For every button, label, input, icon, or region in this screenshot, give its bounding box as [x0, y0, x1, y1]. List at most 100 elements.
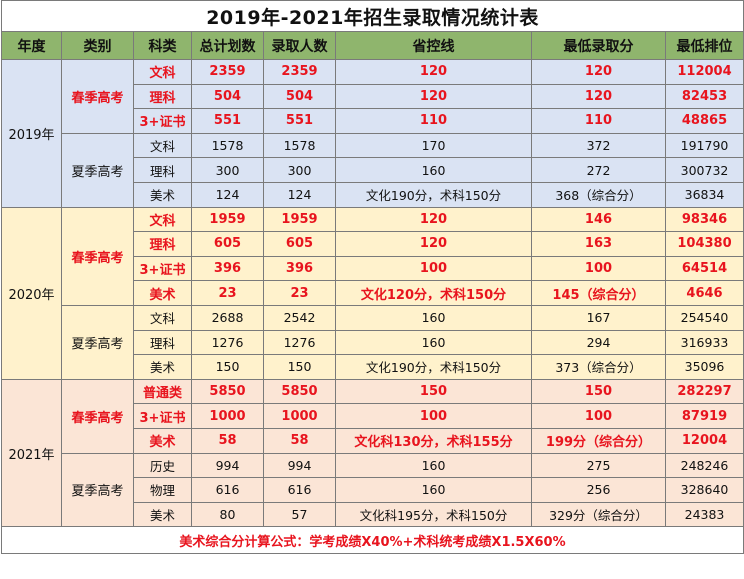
- table-row: 理科 300 300 160 272 300732: [2, 157, 744, 183]
- total-plan-cell: 1276: [191, 329, 264, 356]
- subject-cell: 美术: [133, 181, 192, 208]
- admitted-cell: 994: [263, 452, 336, 479]
- control-line-cell: 160: [335, 157, 532, 183]
- control-line-cell: 120: [335, 59, 532, 85]
- category-cell: 夏季高考: [61, 452, 134, 528]
- subject-cell: 文科: [133, 132, 192, 159]
- admitted-cell: 1276: [263, 329, 336, 356]
- header-subject: 科类: [133, 31, 192, 60]
- min-score-cell: 368（综合分）: [531, 181, 666, 208]
- admitted-cell: 605: [263, 231, 336, 257]
- total-plan-cell: 5850: [191, 378, 264, 405]
- control-line-cell: 文化科130分，术科155分: [335, 427, 532, 454]
- admitted-cell: 150: [263, 354, 336, 380]
- total-plan-cell: 1000: [191, 403, 264, 429]
- min-rank-cell: 4646: [664, 280, 744, 306]
- admitted-cell: 1578: [263, 132, 336, 159]
- control-line-cell: 170: [335, 132, 532, 159]
- header-min-score: 最低录取分: [531, 31, 666, 60]
- total-plan-cell: 2688: [191, 304, 264, 331]
- admitted-cell: 2359: [263, 59, 336, 85]
- admitted-cell: 23: [263, 280, 336, 306]
- min-rank-cell: 282297: [664, 378, 744, 405]
- control-line-cell: 120: [335, 206, 532, 233]
- year-cell: 2019年: [1, 59, 62, 208]
- subject-cell: 理科: [133, 329, 192, 356]
- total-plan-cell: 504: [191, 83, 264, 110]
- admitted-cell: 5850: [263, 378, 336, 405]
- admitted-cell: 2542: [263, 304, 336, 331]
- subject-cell: 美术: [133, 354, 192, 380]
- min-rank-cell: 104380: [664, 231, 744, 257]
- table-row: 2021年 春季高考 普通类 5850 5850 150 150 282297: [1, 378, 744, 528]
- min-rank-cell: 328640: [664, 477, 744, 503]
- min-score-cell: 294: [531, 329, 666, 356]
- subject-cell: 文科: [133, 59, 192, 85]
- min-score-cell: 120: [531, 59, 666, 85]
- header-row: 年度 类别 科类 总计划数 录取人数 省控线 最低录取分 最低排位: [1, 31, 744, 60]
- table-title: 2019年-2021年招生录取情况统计表: [0, 0, 744, 32]
- admission-statistics-table: 2019年-2021年招生录取情况统计表 年度 类别 科类 总计划数 录取人数 …: [0, 0, 744, 555]
- total-plan-cell: 616: [191, 477, 264, 503]
- year-cell: 2021年: [1, 378, 62, 528]
- category-cell: 春季高考: [61, 59, 134, 134]
- subject-cell: 美术: [133, 280, 192, 306]
- subject-cell: 物理: [133, 477, 192, 503]
- min-score-cell: 275: [531, 452, 666, 479]
- control-line-cell: 文化190分，术科150分: [335, 181, 532, 208]
- table-row: 物理 616 616 160 256 328640: [2, 477, 744, 503]
- footnote-text: 美术综合分计算公式：学考成绩X40%+术科统考成绩X1.5X60%: [179, 534, 566, 550]
- table-row: 3+证书 1000 1000 100 100 87919: [2, 403, 744, 429]
- min-rank-cell: 248246: [664, 452, 744, 479]
- table-row: 夏季高考 文科 1578 1578 170 372 191790: [2, 132, 744, 208]
- header-total-plan: 总计划数: [191, 31, 264, 60]
- total-plan-cell: 80: [191, 501, 264, 528]
- control-line-cell: 110: [335, 108, 532, 134]
- subject-cell: 美术: [133, 427, 192, 454]
- category-cell: 夏季高考: [61, 132, 134, 208]
- total-plan-cell: 300: [191, 157, 264, 183]
- admitted-cell: 396: [263, 255, 336, 282]
- table-row: 理科 504 504 120 120 82453: [2, 83, 744, 110]
- table-row: 美术 124 124 文化190分，术科150分 368（综合分） 36834: [2, 181, 744, 208]
- subject-cell: 理科: [133, 83, 192, 110]
- table-row: 美术 58 58 文化科130分，术科155分 199分（综合分） 12004: [2, 427, 744, 454]
- table-row: 美术 150 150 文化190分，术科150分 373（综合分） 35096: [2, 354, 744, 380]
- min-score-cell: 329分（综合分）: [531, 501, 666, 528]
- table-row: 理科 605 605 120 163 104380: [2, 231, 744, 257]
- control-line-cell: 160: [335, 477, 532, 503]
- min-rank-cell: 112004: [664, 59, 744, 85]
- min-score-cell: 256: [531, 477, 666, 503]
- min-rank-cell: 254540: [664, 304, 744, 331]
- admitted-cell: 1000: [263, 403, 336, 429]
- min-rank-cell: 48865: [664, 108, 744, 134]
- control-line-cell: 150: [335, 378, 532, 405]
- admitted-cell: 551: [263, 108, 336, 134]
- min-score-cell: 145（综合分）: [531, 280, 666, 306]
- total-plan-cell: 1578: [191, 132, 264, 159]
- min-rank-cell: 82453: [664, 83, 744, 110]
- min-score-cell: 373（综合分）: [531, 354, 666, 380]
- table-row: 夏季高考 历史 994 994 160 275 248246: [2, 452, 744, 528]
- control-line-cell: 120: [335, 231, 532, 257]
- total-plan-cell: 994: [191, 452, 264, 479]
- control-line-cell: 100: [335, 255, 532, 282]
- year-cell: 2020年: [1, 206, 62, 380]
- table-row: 3+证书 396 396 100 100 64514: [2, 255, 744, 282]
- subject-cell: 普通类: [133, 378, 192, 405]
- control-line-cell: 100: [335, 403, 532, 429]
- min-rank-cell: 36834: [664, 181, 744, 208]
- subject-cell: 理科: [133, 157, 192, 183]
- min-score-cell: 110: [531, 108, 666, 134]
- subject-cell: 文科: [133, 206, 192, 233]
- control-line-cell: 120: [335, 83, 532, 110]
- table-row: 3+证书 551 551 110 110 48865: [2, 108, 744, 134]
- min-score-cell: 100: [531, 255, 666, 282]
- admitted-cell: 57: [263, 501, 336, 528]
- subject-cell: 美术: [133, 501, 192, 528]
- control-line-cell: 文化120分，术科150分: [335, 280, 532, 306]
- header-min-rank: 最低排位: [664, 31, 744, 60]
- admitted-cell: 1959: [263, 206, 336, 233]
- total-plan-cell: 150: [191, 354, 264, 380]
